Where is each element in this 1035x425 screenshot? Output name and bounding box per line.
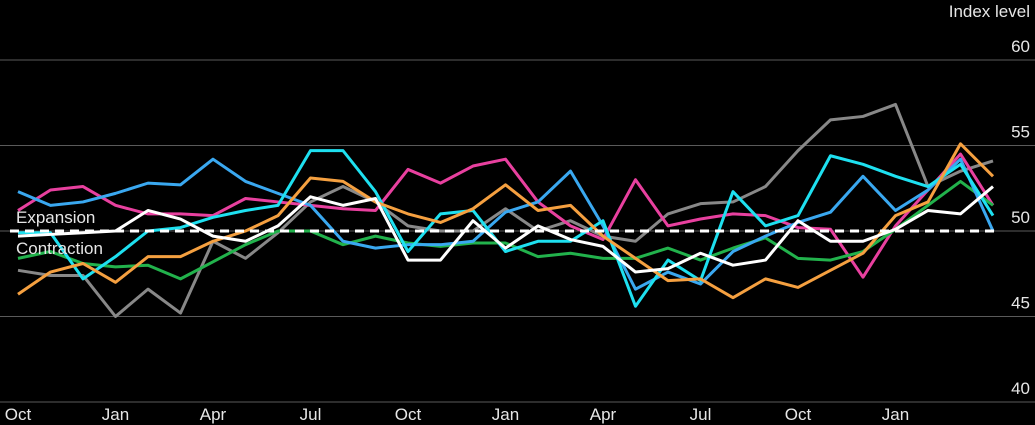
annotation: Contraction: [16, 239, 103, 258]
y-tick-label: 60: [1011, 37, 1030, 56]
x-tick-label: Oct: [395, 405, 422, 424]
y-axis-label: Index level: [949, 2, 1030, 21]
series-line: [17, 179, 994, 281]
y-tick-label: 40: [1011, 379, 1030, 398]
series-line: [18, 149, 995, 308]
x-tick-label: Apr: [590, 405, 617, 424]
x-tick-label: Jan: [102, 405, 129, 424]
annotation: Expansion: [16, 208, 95, 227]
x-tick-label: Apr: [200, 405, 227, 424]
x-tick-label: Jan: [882, 405, 909, 424]
series-line: [17, 185, 994, 274]
x-tick-label: Oct: [5, 405, 32, 424]
x-tick-label: Jan: [492, 405, 519, 424]
series-line: [17, 142, 995, 300]
series-line: [17, 152, 995, 279]
y-tick-label: 45: [1011, 294, 1030, 313]
x-tick-label: Jul: [690, 405, 712, 424]
x-tick-label: Jul: [300, 405, 322, 424]
series-line: [17, 102, 994, 318]
x-tick-label: Oct: [785, 405, 812, 424]
series-line: [17, 157, 995, 291]
y-tick-label: 55: [1011, 123, 1030, 142]
y-tick-label: 50: [1011, 208, 1030, 227]
